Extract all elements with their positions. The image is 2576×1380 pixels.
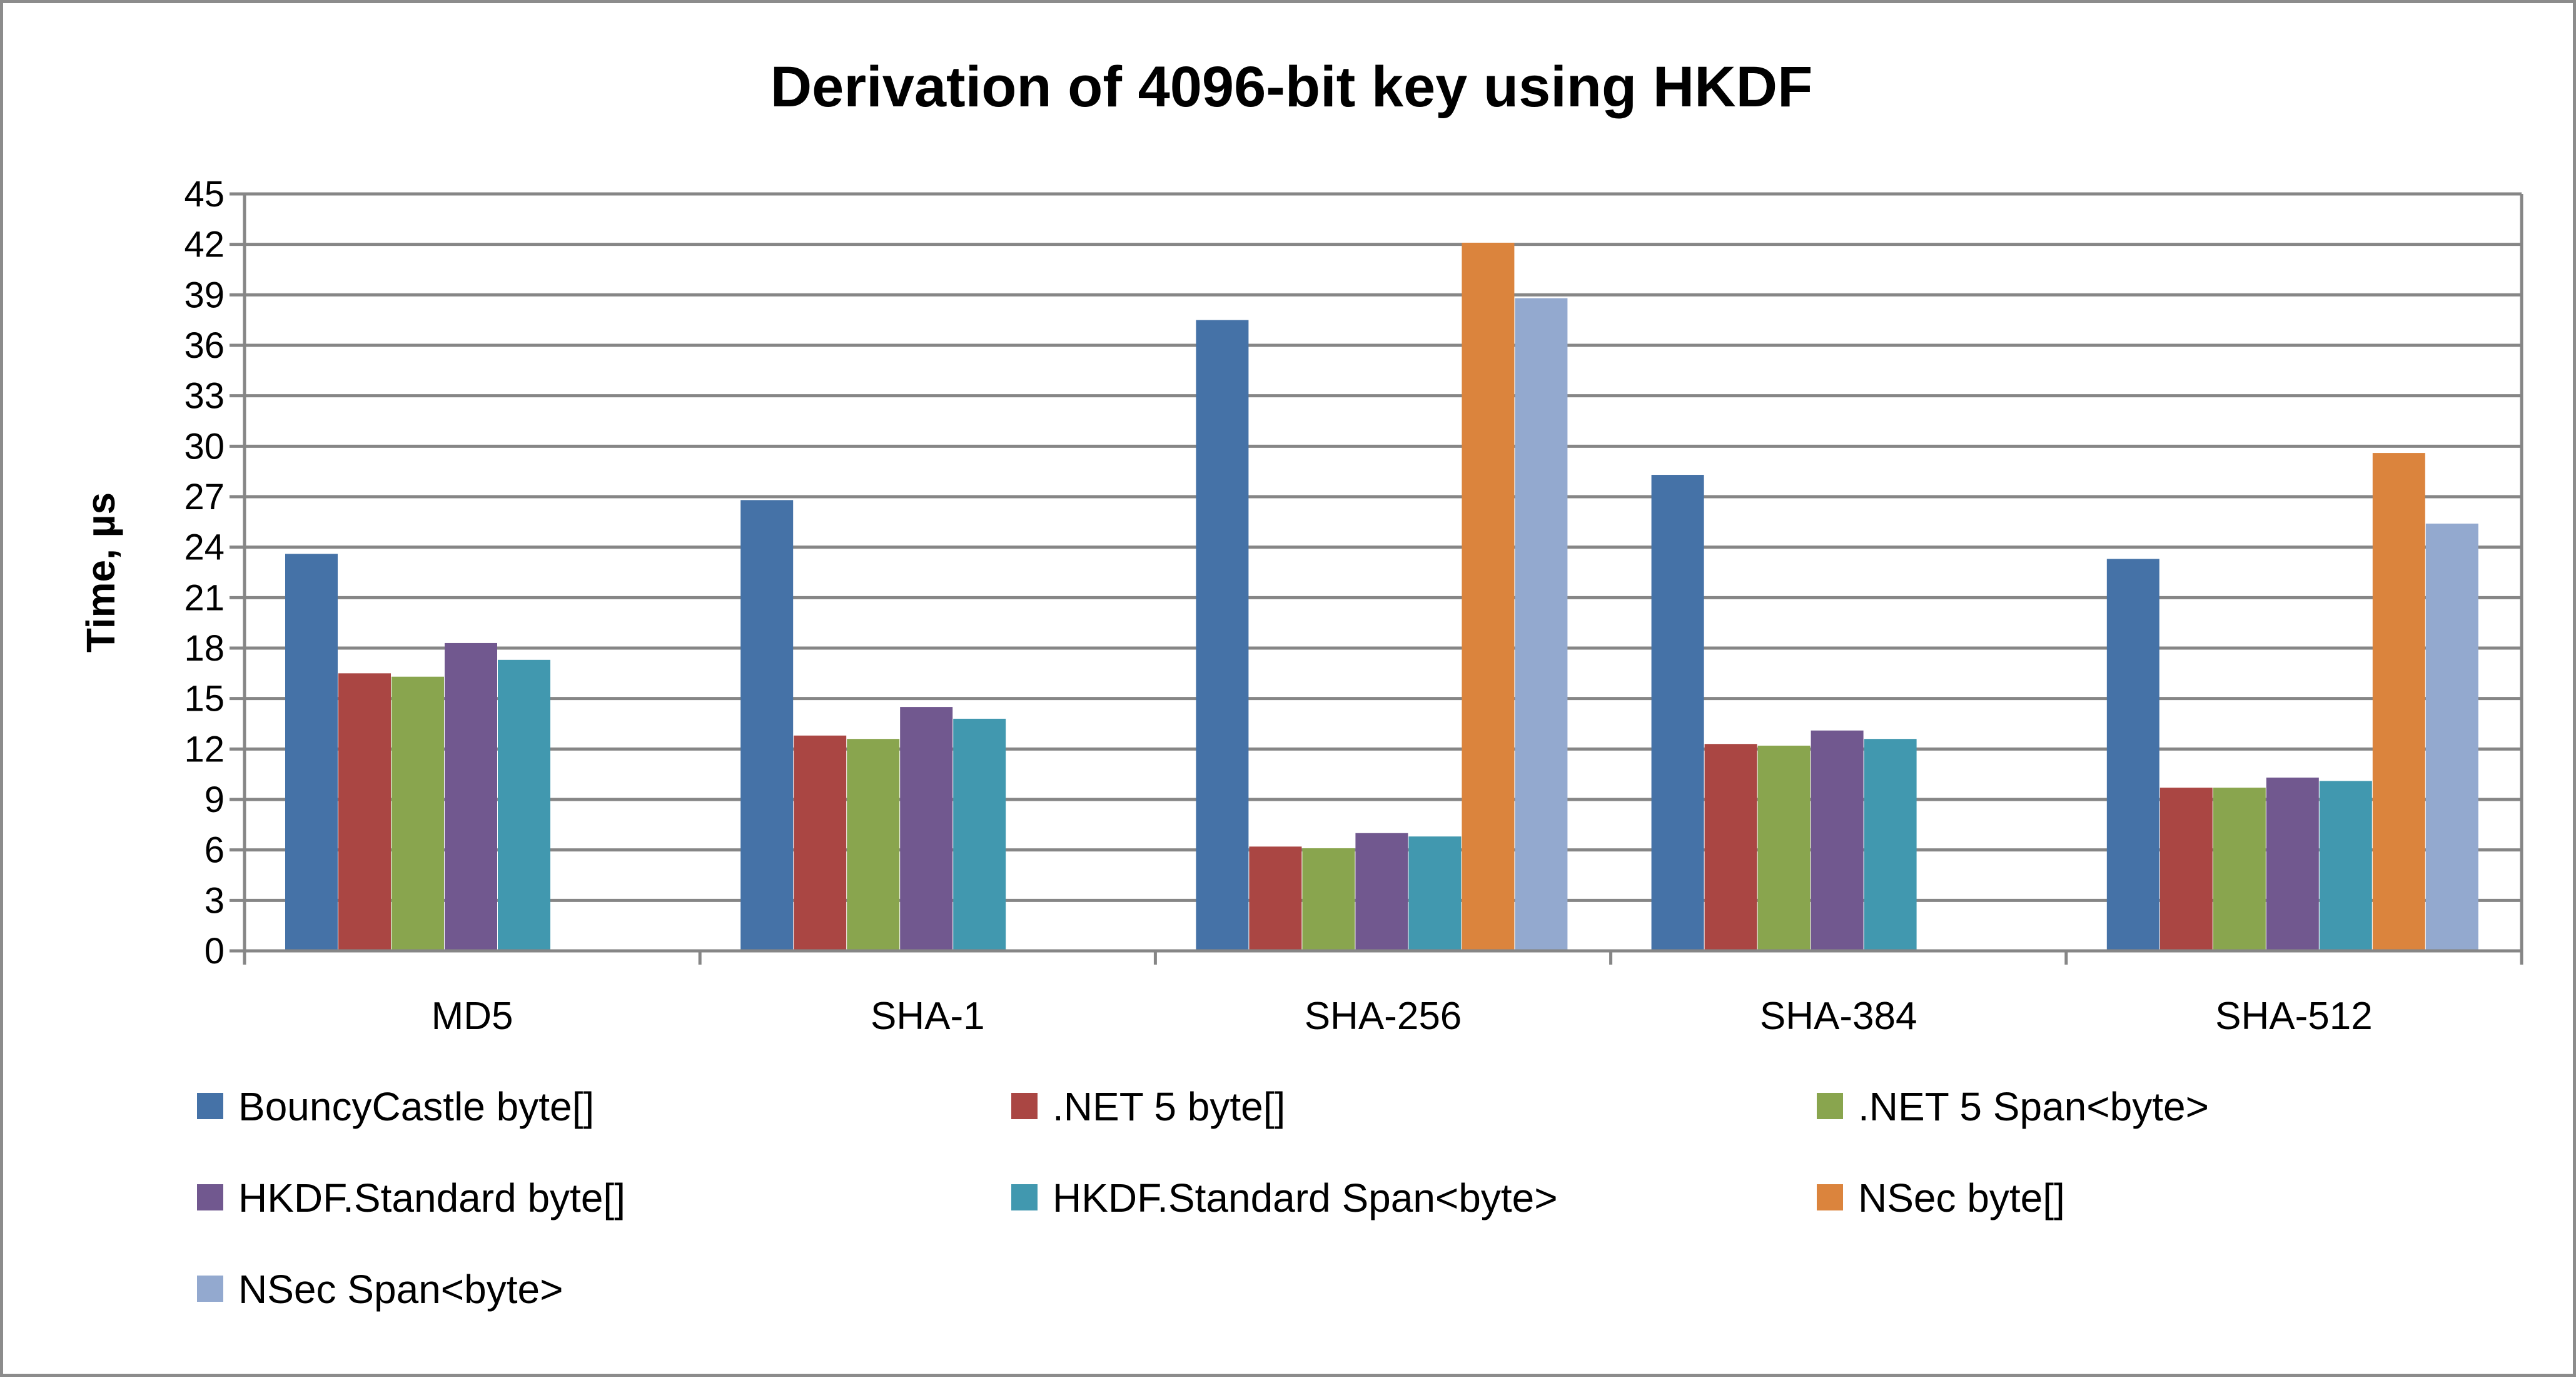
bar-chart: Derivation of 4096-bit key using HKDF Ti… bbox=[78, 55, 2523, 1312]
legend-label: BouncyCastle byte[] bbox=[238, 1084, 594, 1129]
x-tick-label: SHA-256 bbox=[1305, 995, 1462, 1038]
bar bbox=[2106, 559, 2159, 951]
legend-label: .NET 5 Span<byte> bbox=[1858, 1084, 2209, 1129]
bar bbox=[1757, 745, 1811, 951]
y-tick-label: 39 bbox=[184, 275, 225, 315]
y-tick-label: 9 bbox=[205, 779, 225, 820]
legend-swatch bbox=[1011, 1093, 1038, 1119]
y-tick-label: 0 bbox=[205, 931, 225, 972]
bars bbox=[285, 242, 2478, 951]
y-tick-label: 18 bbox=[184, 628, 225, 669]
y-tick-label: 36 bbox=[184, 325, 225, 366]
legend: BouncyCastle byte[] .NET 5 byte[] .NET 5 S… bbox=[197, 1084, 2209, 1312]
bar bbox=[391, 676, 444, 951]
legend-swatch bbox=[1011, 1184, 1038, 1210]
bar bbox=[1462, 242, 1515, 951]
y-tick-label: 33 bbox=[184, 376, 225, 417]
y-axis-label: Time, µs bbox=[78, 492, 123, 652]
legend-label: HKDF.Standard Span<byte> bbox=[1053, 1175, 1558, 1220]
y-tick-label: 12 bbox=[184, 729, 225, 769]
bar bbox=[2213, 788, 2266, 951]
axes bbox=[243, 194, 2523, 965]
x-tick-label: SHA-512 bbox=[2215, 995, 2373, 1038]
bar bbox=[847, 739, 900, 951]
y-tick-label: 15 bbox=[184, 679, 225, 719]
legend-swatch bbox=[197, 1093, 223, 1119]
y-tick-label: 24 bbox=[184, 527, 225, 568]
bar bbox=[498, 659, 550, 951]
bar bbox=[1302, 848, 1355, 951]
bar bbox=[794, 735, 847, 951]
chart-title: Derivation of 4096-bit key using HKDF bbox=[770, 55, 1813, 119]
y-tick-label: 45 bbox=[184, 174, 225, 215]
bar bbox=[740, 500, 794, 951]
legend-label: NSec byte[] bbox=[1858, 1175, 2065, 1220]
bar bbox=[1249, 846, 1302, 951]
legend-swatch bbox=[1817, 1184, 1843, 1210]
bar bbox=[2159, 788, 2213, 951]
y-tick-label: 21 bbox=[184, 577, 225, 618]
bar bbox=[1355, 833, 1408, 951]
legend-label: HKDF.Standard byte[] bbox=[238, 1175, 625, 1220]
y-tick-label: 3 bbox=[205, 880, 225, 921]
bar bbox=[1515, 298, 1568, 951]
x-tick-labels: MD5 SHA-1 SHA-256 SHA-384 SHA-512 bbox=[432, 995, 2373, 1038]
y-tick-label: 27 bbox=[184, 477, 225, 517]
bar bbox=[2319, 781, 2372, 951]
bar bbox=[338, 673, 391, 951]
bar bbox=[1811, 730, 1864, 951]
bar bbox=[1864, 739, 1917, 951]
legend-label: .NET 5 byte[] bbox=[1053, 1084, 1285, 1129]
bar bbox=[2425, 524, 2478, 951]
x-tick-label: SHA-1 bbox=[871, 995, 985, 1038]
bar bbox=[1651, 475, 1704, 951]
bar bbox=[285, 554, 338, 951]
legend-swatch bbox=[197, 1184, 223, 1210]
legend-label: NSec Span<byte> bbox=[238, 1267, 563, 1312]
x-tick-label: MD5 bbox=[432, 995, 513, 1038]
y-tick-label: 6 bbox=[205, 830, 225, 871]
x-tick-label: SHA-384 bbox=[1760, 995, 1917, 1038]
bar bbox=[1704, 744, 1757, 951]
bar bbox=[2372, 453, 2425, 951]
bar bbox=[1408, 836, 1462, 951]
y-tick-label: 30 bbox=[184, 426, 225, 467]
y-tick-label: 42 bbox=[184, 225, 225, 265]
bar bbox=[445, 642, 497, 951]
bar bbox=[2266, 778, 2319, 951]
bar bbox=[1196, 320, 1249, 951]
legend-swatch bbox=[197, 1276, 223, 1302]
bar bbox=[953, 718, 1006, 951]
legend-swatch bbox=[1817, 1093, 1843, 1119]
bar bbox=[900, 707, 953, 951]
